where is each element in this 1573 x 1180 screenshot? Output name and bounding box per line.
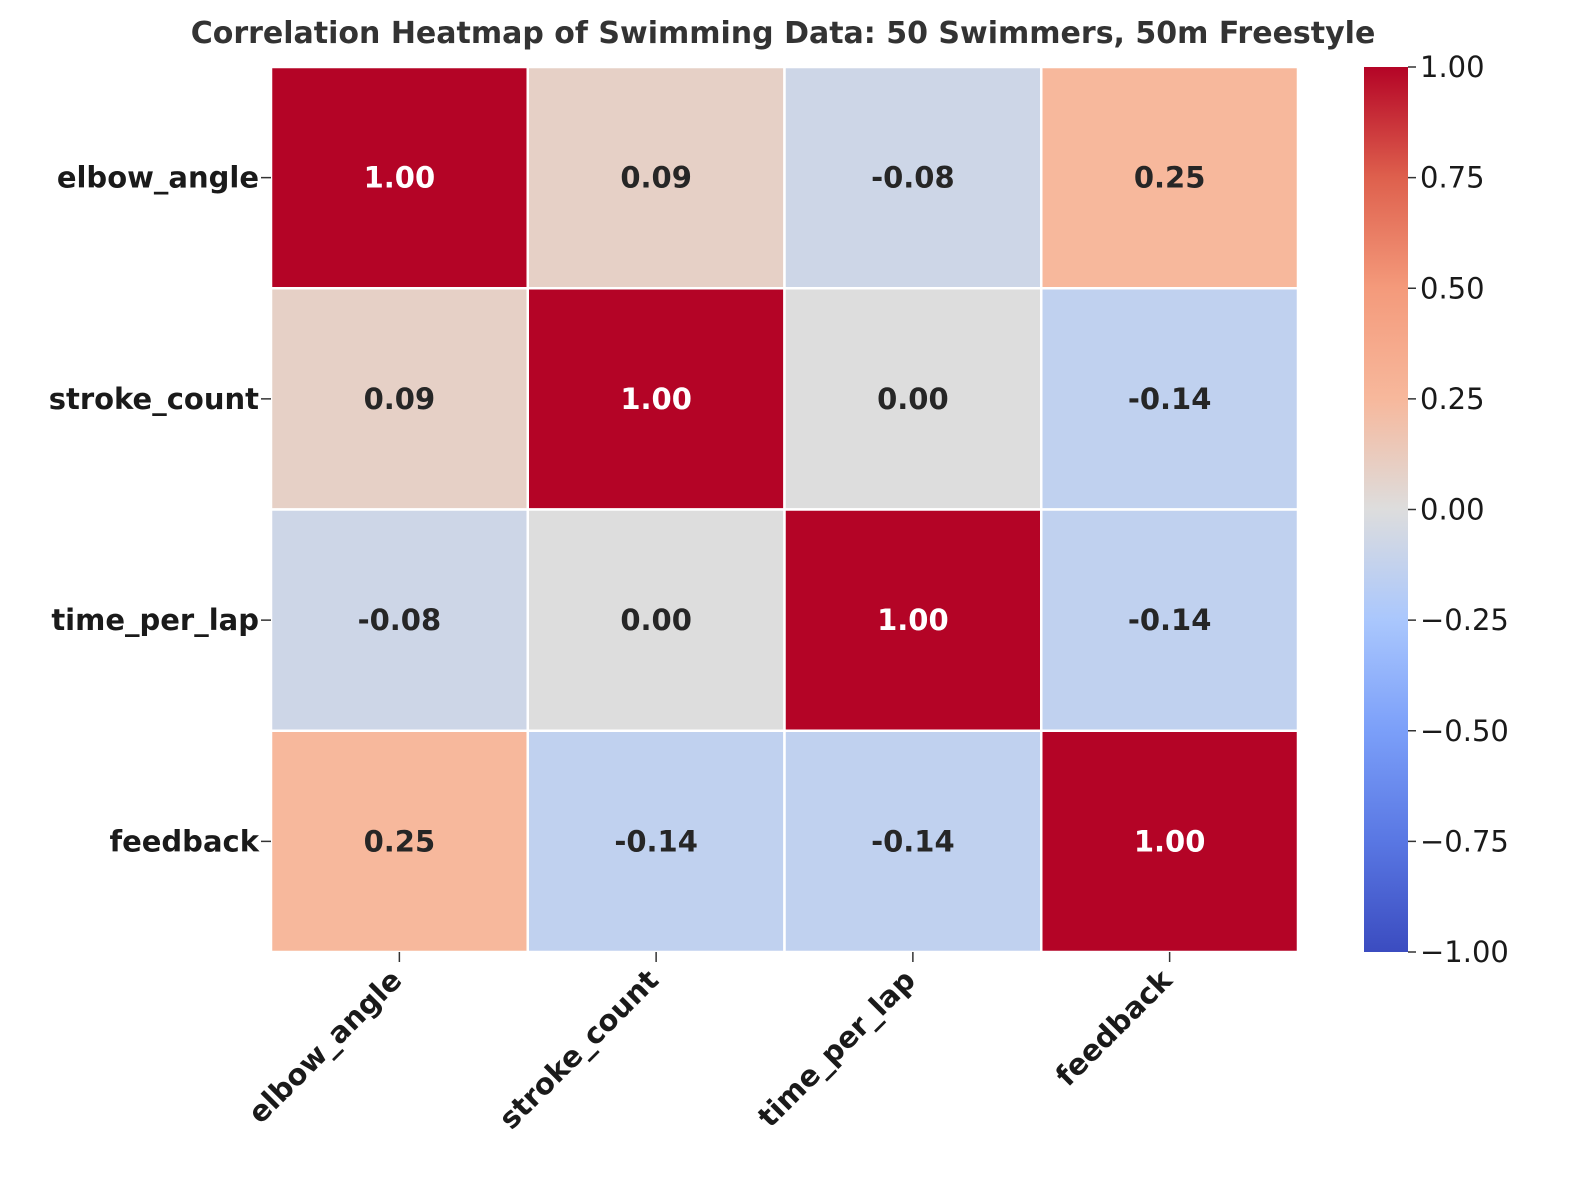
- heatmap-cell: [1040, 65, 1300, 290]
- colorbar-tick-label: 0.75: [1420, 161, 1485, 195]
- colorbar-tick-label: −0.75: [1420, 824, 1509, 858]
- x-tick-label: feedback: [1049, 962, 1179, 1092]
- y-tick-label: time_per_lap: [51, 603, 259, 637]
- colorbar-tick-label: −0.50: [1420, 714, 1509, 748]
- colorbar-tick-label: −1.00: [1420, 935, 1509, 969]
- heatmap-cell: [1040, 729, 1300, 954]
- cell-value-label: 0.09: [620, 161, 692, 195]
- y-tick-label: elbow_angle: [57, 161, 259, 195]
- cell-value-label: -0.08: [358, 603, 442, 637]
- heatmap-cell: [1040, 287, 1300, 511]
- heatmap-cell: [269, 65, 529, 290]
- heatmap-cell: [526, 729, 786, 954]
- cell-value-label: 0.00: [877, 382, 949, 416]
- heatmap-cell: [526, 508, 786, 732]
- cell-value-label: -0.14: [1128, 603, 1212, 637]
- cell-value-label: 0.25: [1134, 161, 1206, 195]
- heatmap-cell: [526, 65, 786, 290]
- cell-value-label: -0.14: [871, 824, 955, 858]
- cell-value-label: 1.00: [364, 161, 436, 195]
- cell-value-label: -0.14: [614, 824, 698, 858]
- heatmap-cell: [1040, 508, 1300, 732]
- cell-value-label: 0.25: [364, 824, 436, 858]
- cell-value-label: 0.00: [620, 603, 692, 637]
- heatmap-cell: [783, 729, 1043, 954]
- cell-value-label: -0.14: [1128, 382, 1212, 416]
- heatmap-cell: [783, 65, 1043, 290]
- cell-value-label: -0.08: [871, 161, 955, 195]
- colorbar: [1364, 67, 1408, 952]
- colorbar-tick-label: 0.25: [1420, 382, 1485, 416]
- heatmap-cell: [526, 287, 786, 511]
- cell-value-label: 1.00: [877, 603, 949, 637]
- x-tick-label: stroke_count: [492, 963, 665, 1136]
- x-tick-label: elbow_angle: [241, 963, 408, 1130]
- cell-value-label: 0.09: [364, 382, 436, 416]
- x-tick-label: time_per_lap: [751, 963, 922, 1134]
- cell-value-label: 1.00: [1134, 824, 1206, 858]
- y-tick-label: feedback: [109, 824, 259, 858]
- colorbar-tick-label: 0.00: [1420, 493, 1485, 527]
- chart-title: Correlation Heatmap of Swimming Data: 50…: [191, 16, 1376, 51]
- colorbar-tick-label: 1.00: [1420, 50, 1485, 84]
- cell-value-label: 1.00: [620, 382, 692, 416]
- colorbar-tick-label: −0.25: [1420, 603, 1509, 637]
- heatmap-cell: [269, 287, 529, 511]
- heatmap-cell: [269, 729, 529, 954]
- colorbar-tick-label: 0.50: [1420, 271, 1485, 305]
- y-tick-label: stroke_count: [49, 382, 259, 416]
